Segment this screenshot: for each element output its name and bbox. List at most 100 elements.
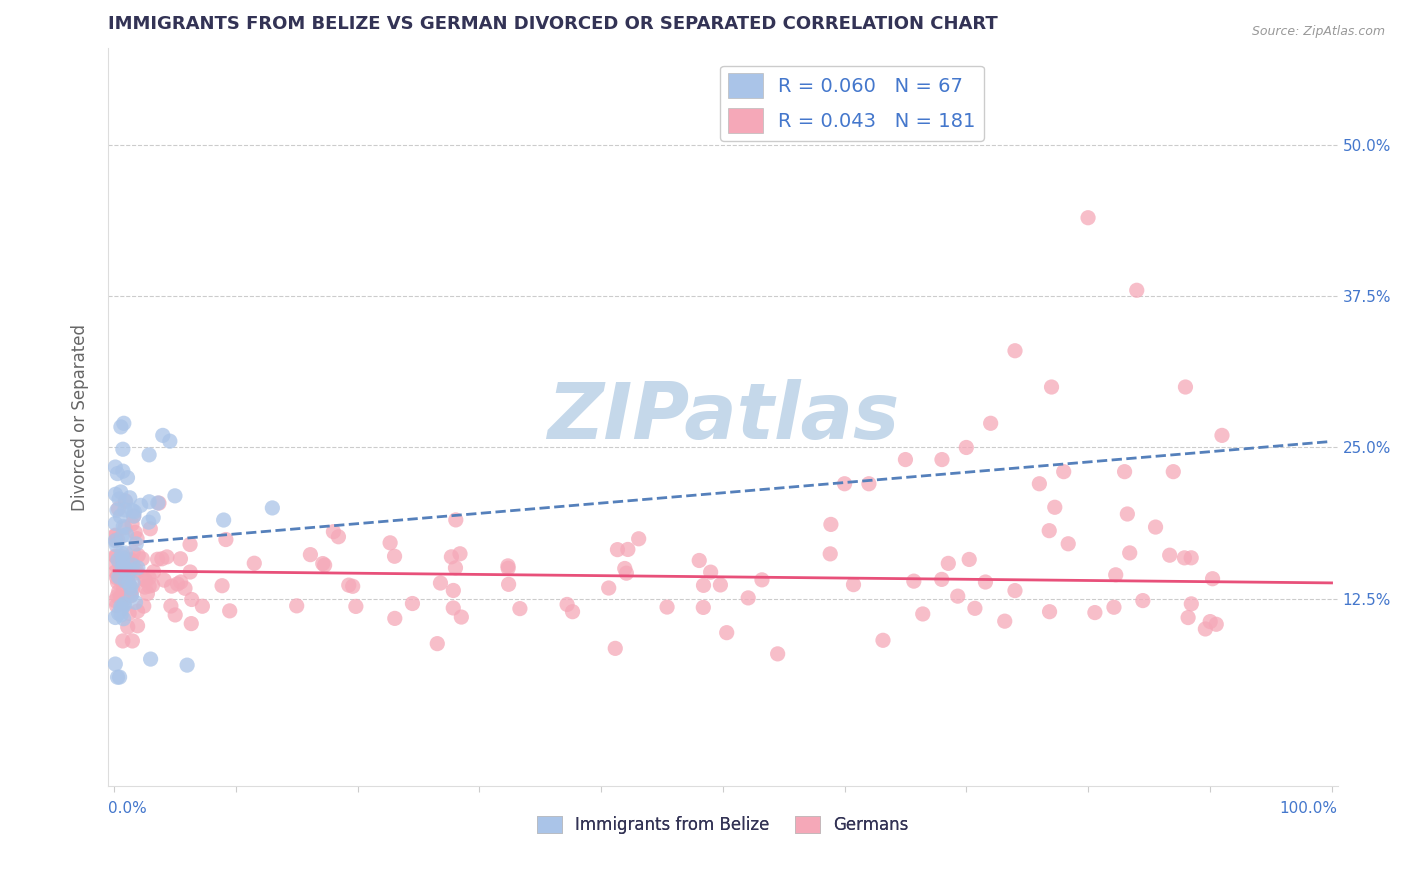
Point: [1144, 520, 1167, 534]
Point: [429, 576, 451, 591]
Point: [112, 612, 135, 626]
Point: [1174, 380, 1197, 394]
Point: [121, 588, 143, 602]
Point: [1038, 524, 1060, 538]
Point: [121, 575, 143, 590]
Point: [104, 528, 127, 542]
Point: [134, 573, 156, 587]
Point: [165, 607, 187, 622]
Point: [555, 598, 578, 612]
Point: [118, 580, 141, 594]
Point: [894, 452, 917, 467]
Point: [211, 579, 233, 593]
Point: [160, 599, 183, 613]
Point: [1177, 610, 1199, 624]
Point: [138, 515, 160, 529]
Point: [115, 553, 138, 567]
Point: [1077, 211, 1099, 225]
Point: [146, 496, 169, 510]
Point: [110, 509, 132, 524]
Point: [314, 558, 336, 573]
Point: [159, 434, 181, 449]
Point: [107, 553, 129, 567]
Point: [1180, 550, 1202, 565]
Point: [285, 599, 308, 613]
Point: [963, 601, 986, 615]
Point: [111, 464, 134, 478]
Point: [872, 633, 894, 648]
Point: [818, 547, 841, 561]
Point: [709, 578, 731, 592]
Point: [613, 561, 636, 575]
Point: [107, 467, 129, 481]
Point: [842, 577, 865, 591]
Point: [114, 562, 136, 576]
Point: [212, 513, 235, 527]
Text: 100.0%: 100.0%: [1279, 800, 1337, 815]
Point: [1102, 600, 1125, 615]
Point: [111, 591, 134, 605]
Point: [994, 614, 1017, 628]
Point: [1205, 617, 1227, 632]
Point: [124, 505, 146, 519]
Point: [142, 510, 165, 524]
Point: [122, 509, 145, 524]
Point: [146, 552, 169, 566]
Point: [980, 417, 1002, 431]
Point: [127, 549, 149, 563]
Point: [134, 580, 156, 594]
Point: [974, 574, 997, 589]
Point: [1116, 507, 1139, 521]
Text: Source: ZipAtlas.com: Source: ZipAtlas.com: [1251, 25, 1385, 38]
Point: [1194, 622, 1216, 636]
Point: [110, 485, 132, 500]
Point: [1199, 615, 1222, 629]
Point: [114, 546, 136, 560]
Point: [342, 579, 364, 593]
Point: [114, 574, 136, 588]
Point: [117, 558, 139, 573]
Point: [114, 493, 136, 508]
Point: [138, 571, 160, 585]
Point: [121, 582, 143, 596]
Point: [125, 532, 148, 546]
Point: [509, 601, 531, 615]
Point: [751, 573, 773, 587]
Point: [125, 564, 148, 578]
Point: [191, 599, 214, 614]
Point: [180, 592, 202, 607]
Point: [107, 570, 129, 584]
Point: [105, 538, 128, 552]
Point: [153, 573, 176, 587]
Point: [692, 600, 714, 615]
Point: [384, 549, 406, 564]
Point: [561, 605, 583, 619]
Point: [1084, 606, 1107, 620]
Point: [124, 595, 146, 609]
Point: [107, 584, 129, 599]
Point: [1004, 343, 1026, 358]
Point: [111, 634, 134, 648]
Point: [125, 537, 148, 551]
Point: [107, 575, 129, 590]
Point: [444, 513, 467, 527]
Point: [1126, 283, 1149, 297]
Point: [138, 448, 160, 462]
Point: [903, 574, 925, 589]
Point: [616, 566, 638, 581]
Point: [107, 607, 129, 621]
Point: [131, 551, 153, 566]
Point: [104, 487, 127, 501]
Point: [441, 583, 464, 598]
Point: [112, 592, 135, 607]
Point: [122, 545, 145, 559]
Point: [156, 549, 179, 564]
Point: [121, 516, 143, 531]
Point: [110, 562, 132, 576]
Point: [598, 581, 620, 595]
Point: [107, 670, 129, 684]
Point: [142, 565, 165, 579]
Point: [737, 591, 759, 605]
Point: [606, 542, 628, 557]
Point: [936, 557, 959, 571]
